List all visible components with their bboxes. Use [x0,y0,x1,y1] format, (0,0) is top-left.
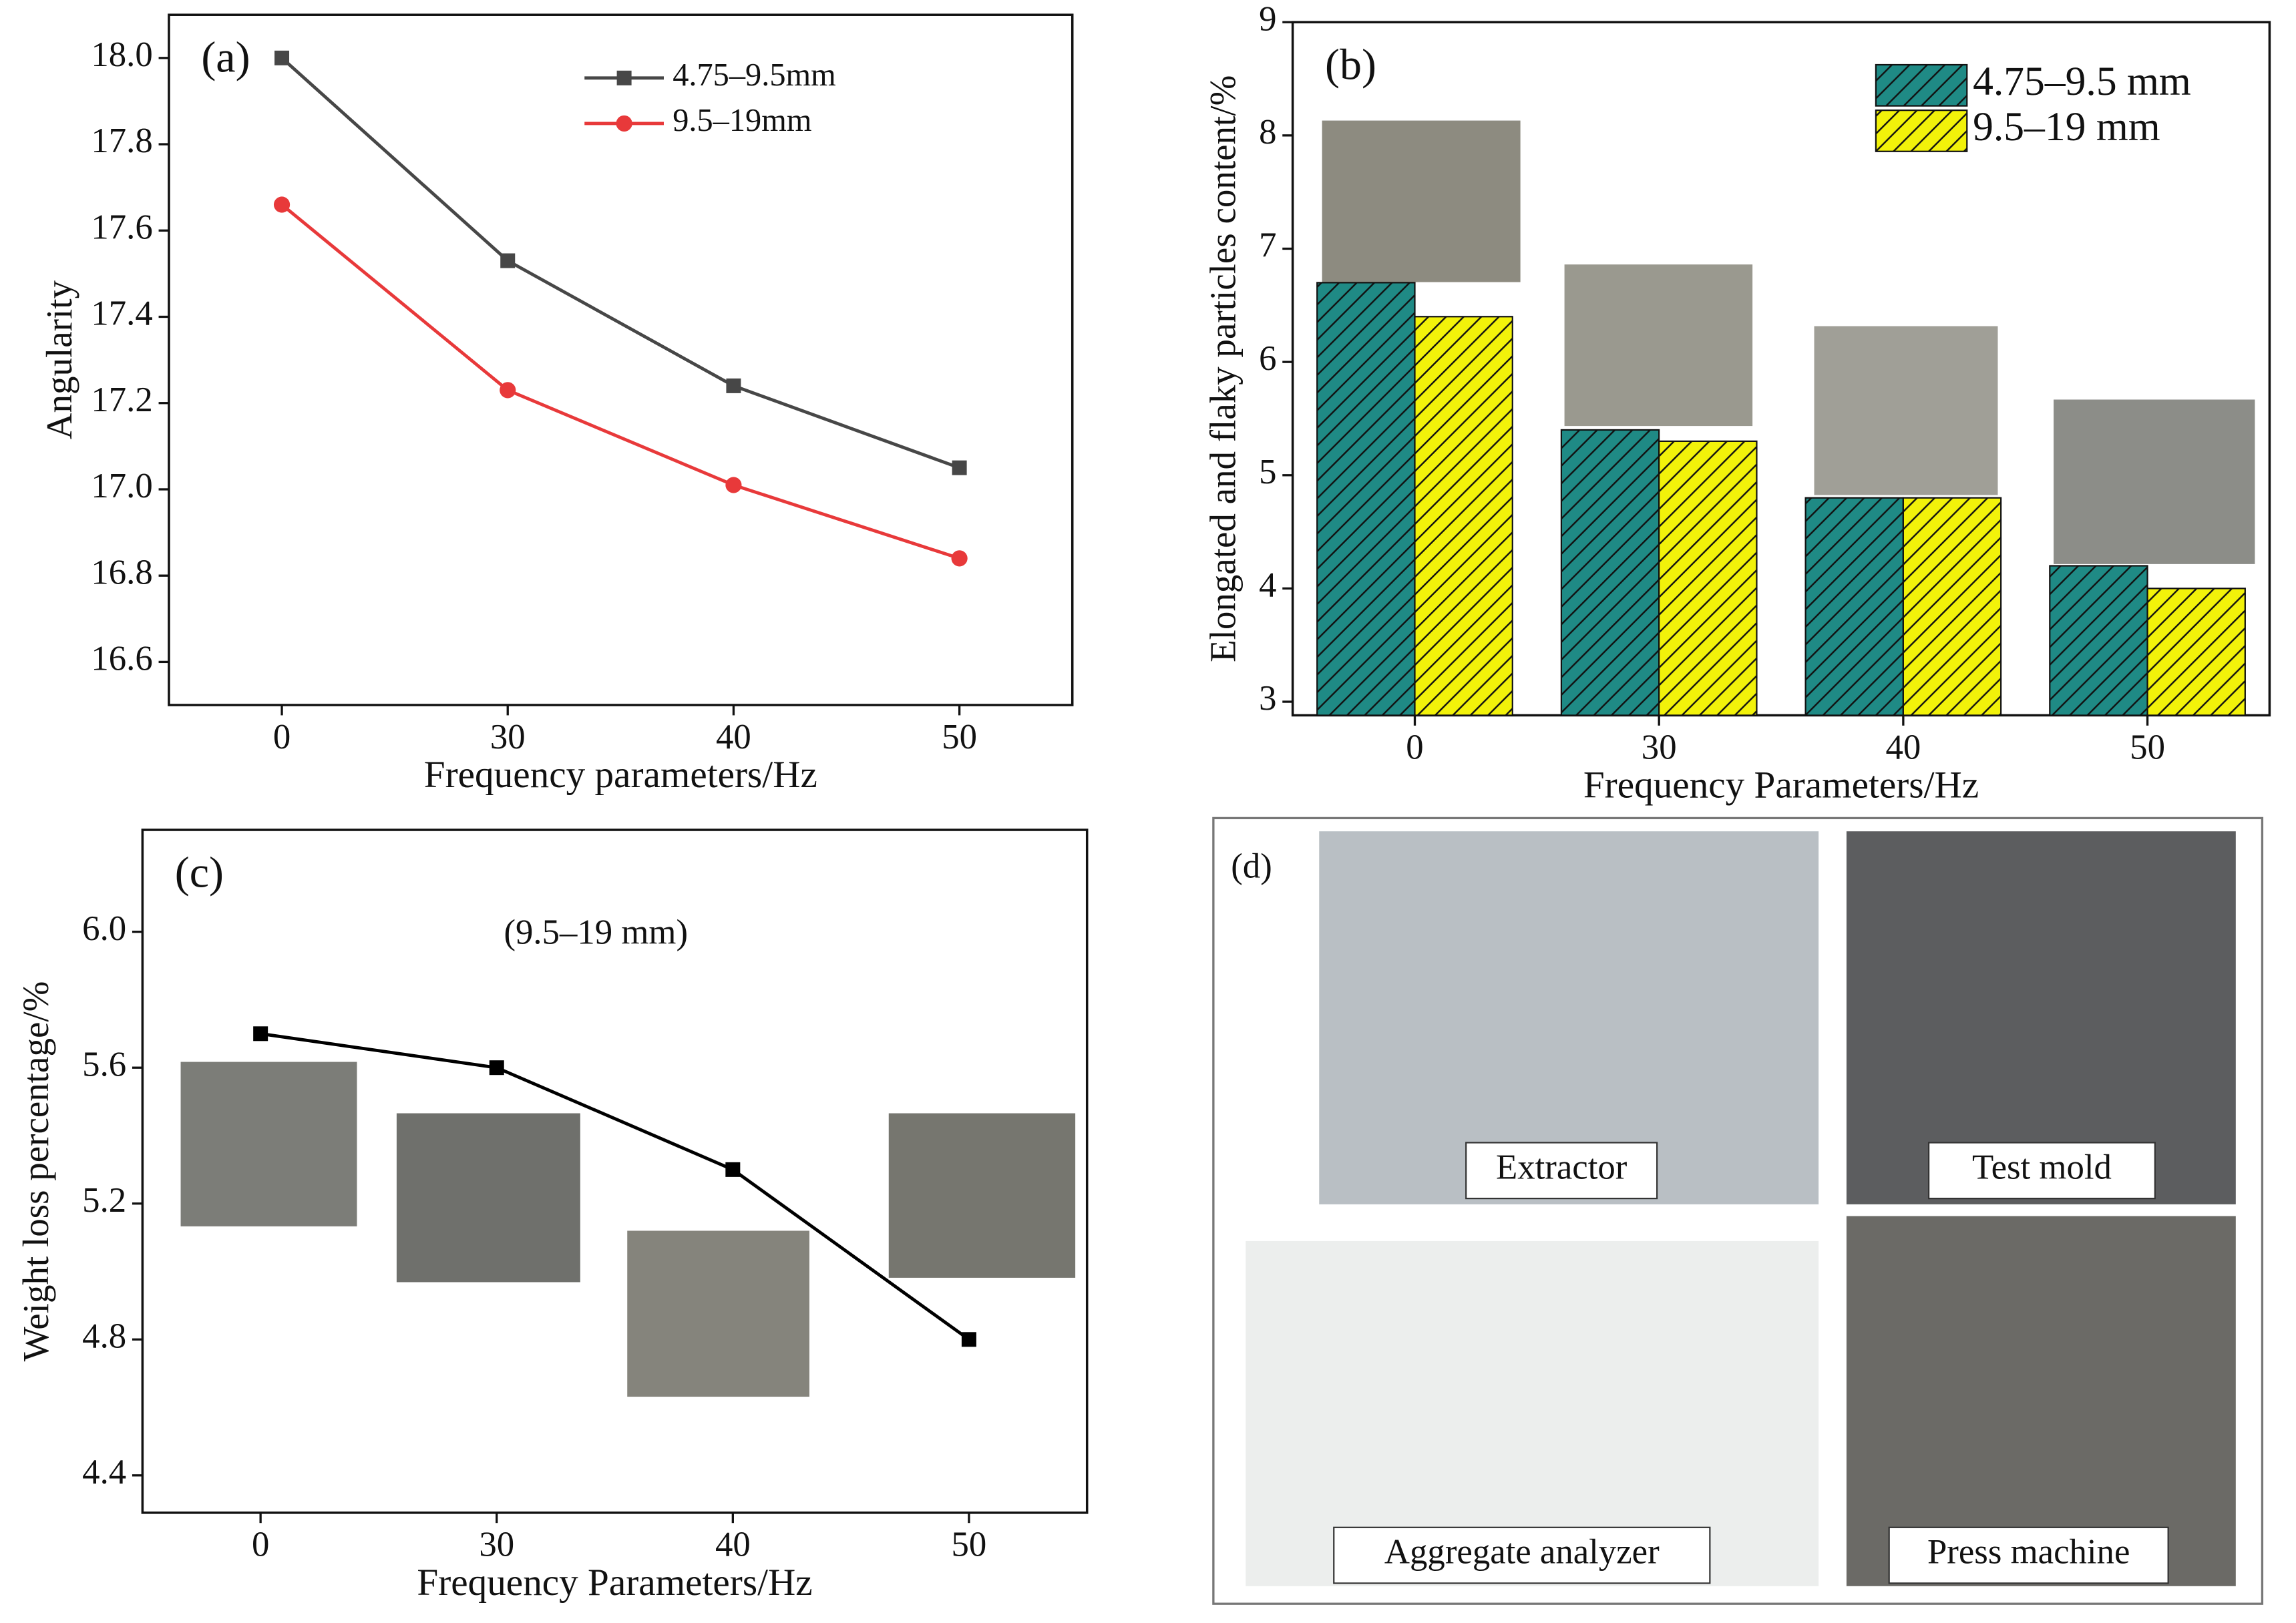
x-tick-label: 50 [2130,728,2165,766]
line [260,1031,970,1341]
y-tick-label: 17.0 [91,467,152,505]
x-tick-label: 40 [1885,728,1921,766]
legend-swatch [1875,63,1968,107]
y-tick-label: 18.0 [91,35,152,74]
point [952,460,967,475]
point [725,1162,741,1177]
caption-box [1927,1142,2156,1200]
y-tick-label: 4.8 [82,1317,126,1355]
point [951,550,968,567]
x-tick-label: 50 [952,1526,987,1564]
point [253,1026,268,1041]
caption: Test mold [1972,1148,2112,1186]
photos-b [1322,120,2255,564]
legend-swatch [1875,109,1968,152]
point [500,382,516,399]
y-tick-label: 4 [1259,566,1276,605]
x-tick-label: 30 [490,718,526,756]
point [489,1060,504,1076]
aggregate-photo [1814,326,1998,495]
y-axis-label: Elongated and flaky particles content/% [1202,75,1243,662]
caption: Extractor [1496,1148,1628,1186]
x-tick-label: 40 [715,1526,751,1564]
bar [1658,440,1758,716]
bar [1560,429,1660,716]
bar [1902,497,2002,716]
aggregate-photo [180,1062,357,1226]
aggregate-photo [1564,264,1753,427]
point [725,477,742,493]
y-tick-label: 16.6 [91,640,152,678]
point [500,253,516,268]
panel-label: (d) [1231,847,1272,885]
y-tick-label: 5.2 [82,1181,126,1220]
y-tick-label: 7 [1259,226,1276,265]
y-axis-label: Weight loss percentage/% [15,981,56,1362]
x-tick-label: 0 [1406,728,1423,766]
aggregate-photo [1322,120,1521,282]
aggregate-photo [888,1113,1076,1278]
x-axis-label: Frequency Parameters/Hz [1583,764,1979,806]
annotation: (9.5–19 mm) [504,913,688,951]
y-tick-label: 8 [1259,113,1276,152]
bar [2049,565,2148,716]
caption-box [1465,1142,1658,1200]
x-axis-label: Frequency Parameters/Hz [417,1562,812,1604]
y-tick-label: 5 [1259,453,1276,491]
plot-frame [168,13,1074,706]
point [274,50,290,65]
y-tick-label: 5.6 [82,1045,126,1084]
line [280,57,960,469]
x-tick-label: 50 [942,718,977,756]
legend-label: 4.75–9.5mm [673,57,836,93]
legend-label: 4.75–9.5 mm [1973,59,2191,104]
point [273,196,291,213]
y-tick-label: 4.4 [82,1453,126,1491]
aggregate-photo [2054,399,2255,564]
bar [2146,588,2246,716]
bar [1316,282,1416,716]
y-tick-label: 6 [1259,339,1276,378]
x-tick-label: 0 [273,718,291,756]
aggregate-photo [396,1113,580,1283]
x-tick-label: 30 [479,1526,514,1564]
bar [1414,316,1513,716]
y-tick-label: 16.8 [91,553,152,592]
caption-box [1333,1526,1711,1584]
y-axis-label: Angularity [39,280,79,440]
photos-c [180,1062,1076,1397]
legend-label: 9.5–19mm [673,103,811,138]
line [280,203,960,560]
x-axis-label: Frequency parameters/Hz [424,754,817,796]
plot-frame [141,829,1089,1514]
caption: Aggregate analyzer [1384,1533,1660,1572]
y-tick-label: 3 [1259,679,1276,718]
y-tick-label: 17.6 [91,208,152,246]
legend-label: 9.5–19 mm [1973,104,2160,150]
y-tick-label: 9 [1259,0,1276,38]
x-tick-label: 30 [1642,728,1677,766]
panel-label: (b) [1325,41,1376,89]
y-tick-label: 6.0 [82,909,126,948]
bar [1804,497,1904,716]
caption-box [1888,1526,2169,1584]
plot-frame [1291,21,2271,717]
panel-label: (a) [201,33,250,82]
point [726,378,741,393]
y-tick-label: 17.4 [91,294,152,333]
caption: Press machine [1927,1533,2130,1572]
equipment-photo [1846,1216,2236,1586]
x-tick-label: 40 [716,718,751,756]
point [961,1332,976,1347]
legend-marker [616,70,632,85]
panel-d: (d) Extractor Test mold Aggregate analyz… [1212,817,2264,1605]
y-tick-label: 17.8 [91,122,152,160]
x-tick-label: 0 [252,1526,269,1564]
y-tick-label: 17.2 [91,381,152,419]
legend-marker [616,115,632,132]
aggregate-photo [627,1230,809,1397]
panel-label: (c) [175,849,224,897]
